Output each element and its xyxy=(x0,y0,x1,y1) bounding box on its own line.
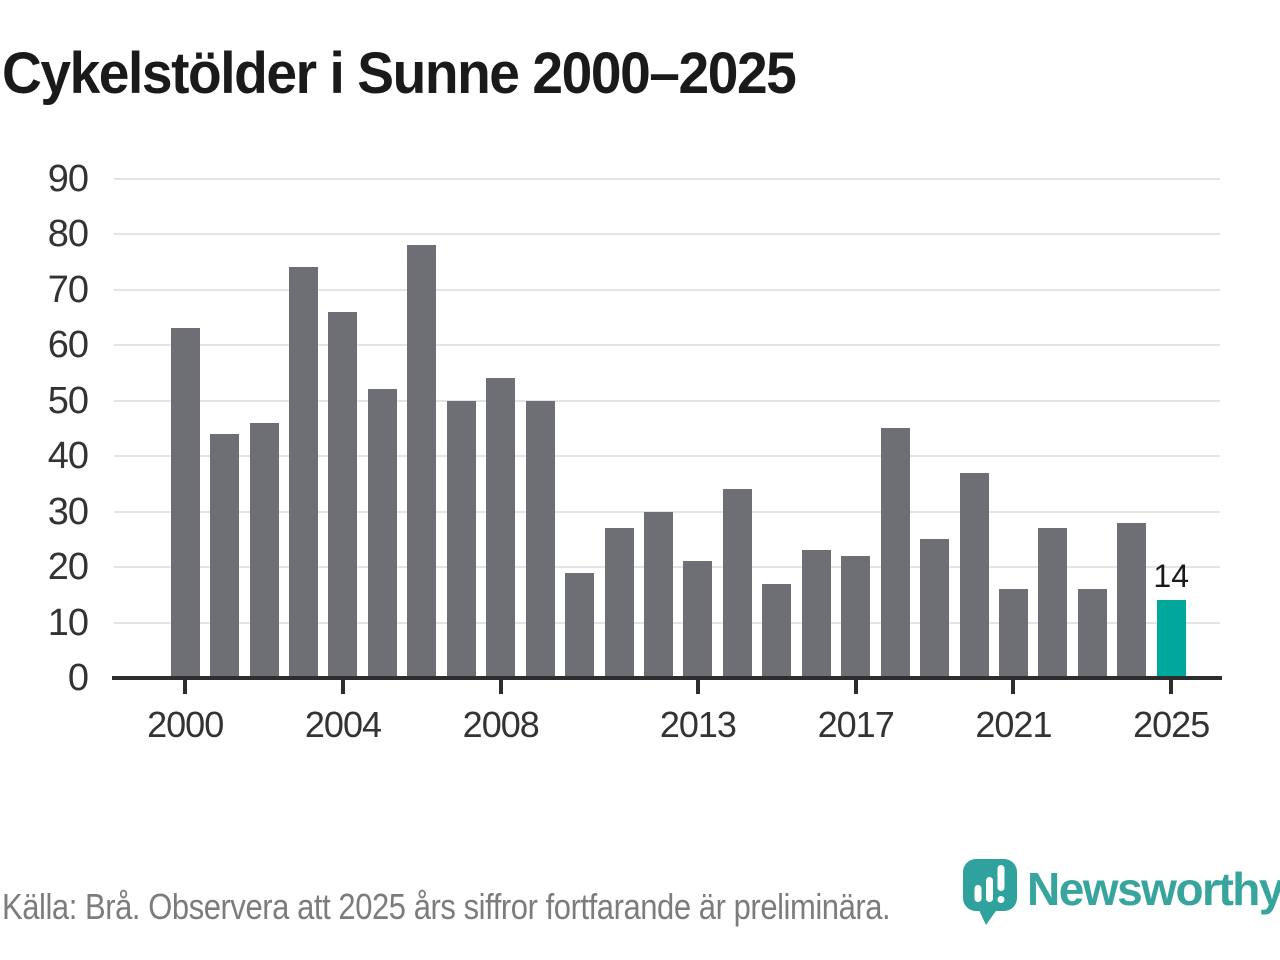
x-axis-label: 2021 xyxy=(975,704,1052,745)
bar xyxy=(1077,589,1107,678)
x-axis-label: 2008 xyxy=(462,704,540,745)
bar xyxy=(170,328,200,678)
bar-highlighted xyxy=(1156,600,1186,678)
x-axis-label: 2004 xyxy=(304,704,382,745)
bar xyxy=(486,378,516,678)
y-gridline xyxy=(114,233,1220,235)
y-gridline xyxy=(114,399,1220,402)
bar xyxy=(643,511,673,678)
bar-chart: 0 10 20 30 40 50 60 70 80 90 2000 2004 2008 2013 2017 2… xyxy=(47,157,1222,745)
y-axis-label: 10 xyxy=(47,601,89,644)
x-axis-label: 2000 xyxy=(147,704,224,745)
bar xyxy=(762,583,792,678)
newsworthy-logo-text: Newsworthy xyxy=(1027,863,1280,915)
y-axis-label: 20 xyxy=(47,546,89,588)
x-axis-line xyxy=(112,676,1222,680)
source-note: Källa: Brå. Observera att 2025 års siffr… xyxy=(2,886,891,927)
bar xyxy=(1117,522,1147,678)
bar xyxy=(565,572,595,678)
x-tick xyxy=(695,679,700,694)
bar xyxy=(249,422,279,678)
bar xyxy=(1038,528,1068,678)
bar xyxy=(683,561,713,678)
bar xyxy=(920,539,950,678)
x-tick xyxy=(853,679,858,694)
y-axis-label: 60 xyxy=(47,324,89,366)
bar xyxy=(998,589,1028,678)
y-gridline xyxy=(114,288,1220,291)
bar xyxy=(367,389,397,678)
y-axis-label: 90 xyxy=(47,157,89,200)
bar xyxy=(880,428,910,678)
x-axis-label: 2013 xyxy=(659,704,737,745)
bar xyxy=(328,311,358,678)
x-axis-label: 2017 xyxy=(817,704,895,745)
chart-title: Cykelstölder i Sunne 2000–2025 xyxy=(2,41,797,106)
bar xyxy=(210,433,240,678)
x-axis-label: 2025 xyxy=(1133,704,1210,745)
bar xyxy=(289,267,319,678)
x-tick xyxy=(340,679,345,694)
bar xyxy=(604,528,634,678)
bar-value-label: 14 xyxy=(1153,558,1189,595)
bar xyxy=(525,400,555,678)
bar xyxy=(801,550,831,678)
y-gridline xyxy=(114,455,1220,457)
bar xyxy=(407,245,437,678)
x-tick xyxy=(183,679,188,694)
x-tick xyxy=(1169,679,1174,694)
y-gridline xyxy=(114,177,1220,180)
y-gridline xyxy=(114,344,1220,346)
bar xyxy=(841,555,871,678)
bar xyxy=(446,400,476,678)
y-axis-label: 30 xyxy=(47,490,89,533)
y-axis-label: 50 xyxy=(47,379,89,422)
y-axis-label: 0 xyxy=(67,657,89,699)
bar xyxy=(722,489,752,678)
newsworthy-logo-icon xyxy=(963,859,1017,925)
y-axis-label: 70 xyxy=(47,268,89,311)
y-axis-label: 40 xyxy=(47,435,89,477)
x-tick xyxy=(498,679,503,694)
x-tick xyxy=(1011,679,1016,694)
y-axis-label: 80 xyxy=(47,213,89,255)
bar xyxy=(959,472,989,678)
